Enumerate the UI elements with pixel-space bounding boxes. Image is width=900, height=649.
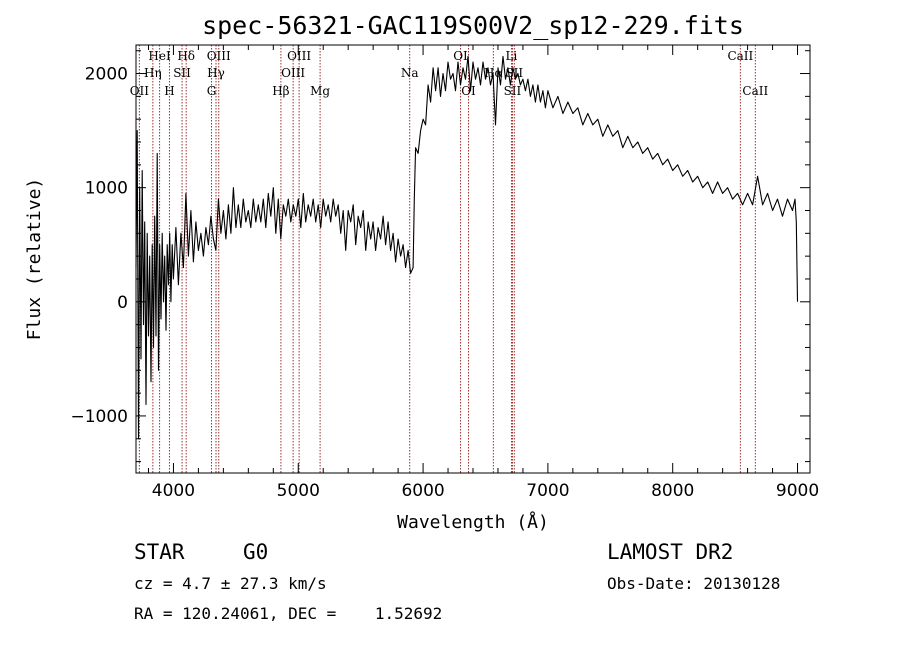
plot-frame (135, 44, 811, 474)
spectral-line-label: OIII (207, 49, 231, 63)
y-axis-label: Flux (relative) (24, 178, 45, 341)
y-tick-label: 2000 (85, 65, 128, 85)
y-tick-label: −1000 (70, 407, 128, 427)
spectral-line-label: OI (453, 49, 468, 63)
coordinates-readout: RA = 120.24061, DEC = 1.52692 (134, 604, 442, 623)
y-tick-label: 0 (117, 293, 128, 313)
x-tick-label: 4000 (152, 481, 195, 501)
object-type: STAR (134, 540, 185, 564)
spectral-line-label: OIII (281, 66, 305, 80)
spectral-line-label: OI (461, 84, 476, 98)
observation-date: Obs-Date: 20130128 (607, 574, 780, 593)
spectral-line-label: OIII (287, 49, 311, 63)
spectral-line-label: Na (401, 66, 419, 80)
spectral-line-label: Hη (144, 66, 162, 80)
spectral-line-labels: OIIHηHeIHSIIHδGHγOIIIHβOIIIOIIIMgNaOIOIH… (130, 49, 769, 98)
spectral-line-label: Hγ (207, 66, 225, 80)
spectral-line-label: CaII (727, 49, 753, 63)
spectral-line-label: H (164, 84, 174, 98)
x-tick-label: 7000 (526, 481, 569, 501)
survey-name: LAMOST DR2 (607, 540, 733, 564)
x-tick-label: 9000 (776, 481, 819, 501)
x-axis-ticks: 4000 5000 6000 7000 8000 9000 (147, 45, 819, 501)
spectral-line-label: Li (506, 49, 518, 63)
spectral-line-label: Hδ (177, 49, 195, 63)
x-axis-label: Wavelength (Å) (397, 511, 549, 533)
y-axis-ticks: −1000 0 1000 2000 (70, 50, 810, 463)
spectrum-line (135, 55, 799, 440)
object-subclass: G0 (243, 540, 268, 564)
spectrum (135, 55, 799, 440)
chart-title: spec-56321-GAC119S00V2_sp12-229.fits (202, 11, 744, 40)
spectral-line-label: Mg (310, 84, 330, 98)
spectral-line-label: Hβ (272, 84, 289, 98)
spectral-line-label: SII (173, 66, 191, 80)
spectral-line-label: HeI (148, 49, 171, 63)
spectral-line-label: OII (130, 84, 150, 98)
y-tick-label: 1000 (85, 179, 128, 199)
spectral-line-label: G (207, 84, 217, 98)
spectral-line-label: CaII (742, 84, 768, 98)
x-tick-label: 8000 (651, 481, 694, 501)
spectral-line-label: SII (504, 84, 522, 98)
x-tick-label: 5000 (277, 481, 320, 501)
x-tick-label: 6000 (401, 481, 444, 501)
redshift-readout: cz = 4.7 ± 27.3 km/s (134, 574, 327, 593)
spectral-line-markers (138, 45, 756, 473)
